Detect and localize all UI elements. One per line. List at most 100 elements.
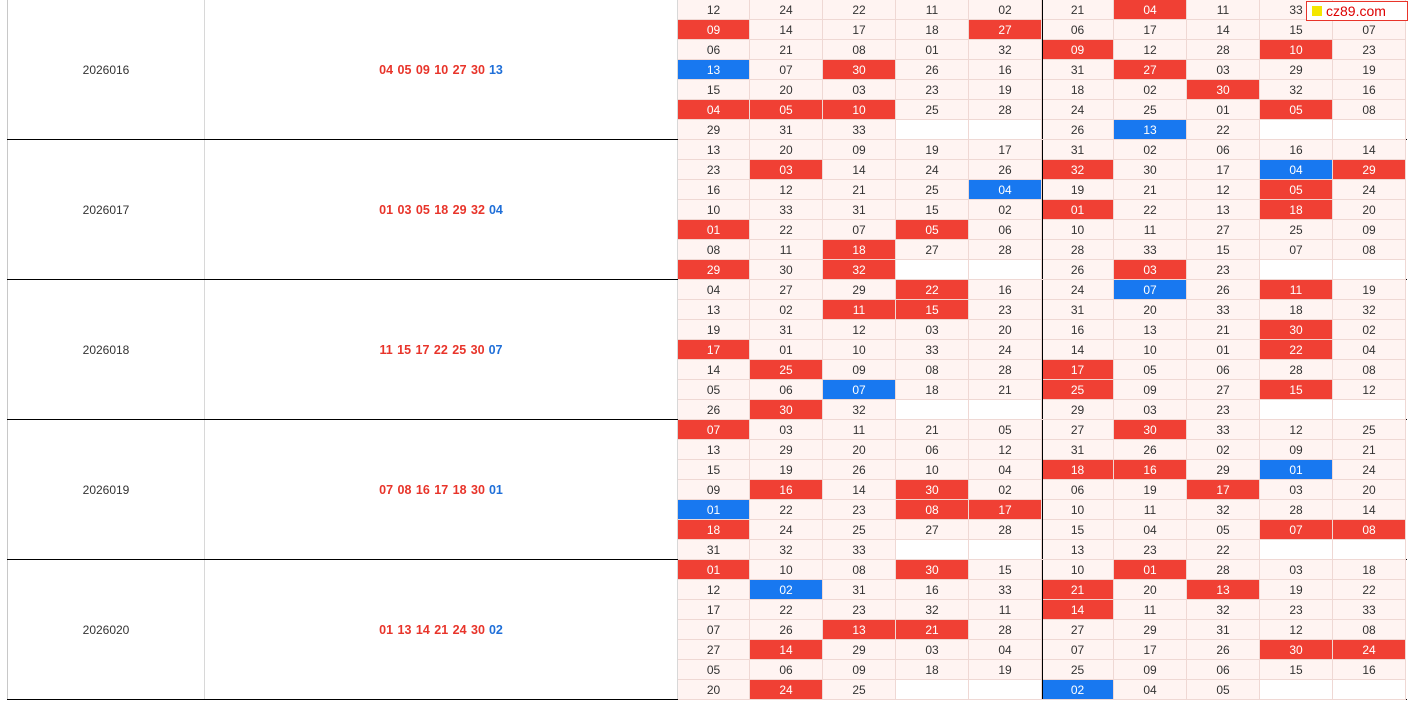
matrix-cell: 33 — [1114, 240, 1187, 260]
matrix-cell: 33 — [1187, 420, 1260, 440]
matrix-cell: 25 — [750, 360, 823, 380]
period-row: 2026018 11 15 17 22 25 30 07 04 27 29 22 16 13 02… — [7, 280, 1407, 420]
matrix-cell: 33 — [1333, 600, 1406, 620]
matrix-cell: 24 — [750, 680, 823, 700]
matrix-cell: 23 — [896, 80, 969, 100]
matrix-cell: 26 — [896, 60, 969, 80]
matrix-cell: 03 — [1260, 480, 1333, 500]
matrix-cell: 09 — [1333, 220, 1406, 240]
matrix-cell: 20 — [1333, 480, 1406, 500]
matrix-cell: 31 — [1187, 620, 1260, 640]
matrix-cell: 07 — [678, 620, 750, 640]
matrix-cell: 22 — [1187, 120, 1260, 140]
matrix-cell: 32 — [823, 400, 896, 420]
matrix-cell: 33 — [823, 120, 896, 140]
matrix-cell: 22 — [1260, 340, 1333, 360]
matrix-cell: 12 — [1187, 180, 1260, 200]
matrix-cell: 10 — [1260, 40, 1333, 60]
matrix-cell: 31 — [1042, 140, 1114, 160]
matrix-cell: 23 — [1187, 260, 1260, 280]
matrix-cell: 14 — [750, 640, 823, 660]
period-row: 2026020 01 13 14 21 24 30 02 01 10 08 30 15 12 02… — [7, 560, 1407, 700]
blue-ball: 01 — [488, 482, 503, 497]
matrix-cell: 28 — [1187, 40, 1260, 60]
matrix-cell: 29 — [678, 120, 750, 140]
matrix-cell: 22 — [823, 0, 896, 20]
matrix-cell: 10 — [823, 100, 896, 120]
matrix-cell: 23 — [1187, 400, 1260, 420]
matrix-cell: 20 — [1114, 300, 1187, 320]
matrix-cell: 04 — [969, 460, 1042, 480]
matrix-cell: 06 — [969, 220, 1042, 240]
matrix-cell: 25 — [823, 680, 896, 700]
matrix-cell: 11 — [1114, 500, 1187, 520]
draw-result: 01 03 05 18 29 32 04 — [205, 140, 678, 279]
matrix-cell: 07 — [823, 380, 896, 400]
matrix-cell: 24 — [896, 160, 969, 180]
matrix-divider — [1042, 420, 1043, 559]
matrix-cell: 32 — [750, 540, 823, 560]
matrix-cell: 33 — [823, 540, 896, 560]
matrix-cell — [1333, 680, 1406, 700]
matrix-cell: 15 — [1042, 520, 1114, 540]
matrix-cell: 09 — [1042, 40, 1114, 60]
draw-result: 01 13 14 21 24 30 02 — [205, 560, 678, 699]
matrix-cell: 27 — [969, 20, 1042, 40]
matrix-cell: 17 — [678, 340, 750, 360]
matrix-cell: 32 — [969, 40, 1042, 60]
matrix-cell: 27 — [750, 280, 823, 300]
matrix-cell: 29 — [750, 440, 823, 460]
matrix-cell: 32 — [1260, 80, 1333, 100]
matrix-cell: 21 — [1187, 320, 1260, 340]
matrix-cell: 06 — [896, 440, 969, 460]
matrix-cell: 14 — [750, 20, 823, 40]
matrix-cell: 10 — [1042, 500, 1114, 520]
matrix-cell: 28 — [969, 100, 1042, 120]
matrix-cell: 22 — [750, 220, 823, 240]
matrix-cell: 19 — [1042, 180, 1114, 200]
matrix-cell: 01 — [1260, 460, 1333, 480]
matrix-cell: 30 — [1187, 80, 1260, 100]
blue-ball: 07 — [488, 342, 503, 357]
matrix-cell: 03 — [896, 320, 969, 340]
matrix-cell: 04 — [969, 640, 1042, 660]
matrix-cell: 15 — [969, 560, 1042, 580]
matrix-cell: 27 — [1187, 380, 1260, 400]
matrix-cell: 32 — [1333, 300, 1406, 320]
matrix-cell: 11 — [823, 420, 896, 440]
matrix-cell: 21 — [896, 420, 969, 440]
matrix-cell: 29 — [1114, 620, 1187, 640]
matrix-cell: 10 — [896, 460, 969, 480]
matrix-cell: 26 — [823, 460, 896, 480]
matrix-cell: 30 — [1114, 160, 1187, 180]
matrix-cell: 19 — [678, 320, 750, 340]
matrix-cell: 01 — [678, 220, 750, 240]
matrix-cell: 32 — [896, 600, 969, 620]
matrix-cell: 15 — [678, 460, 750, 480]
matrix-cell: 31 — [1042, 60, 1114, 80]
matrix-cell: 16 — [969, 60, 1042, 80]
matrix-cell: 30 — [750, 260, 823, 280]
matrix-cell: 17 — [1114, 640, 1187, 660]
matrix-cell: 06 — [750, 660, 823, 680]
matrix-cell: 13 — [678, 140, 750, 160]
matrix-cell: 01 — [896, 40, 969, 60]
matrix-cell: 23 — [1114, 540, 1187, 560]
matrix-cell: 17 — [678, 600, 750, 620]
matrix-cell: 28 — [969, 520, 1042, 540]
matrix-cell: 25 — [1042, 380, 1114, 400]
matrix-cell: 20 — [969, 320, 1042, 340]
matrix-cell: 05 — [678, 660, 750, 680]
matrix-cell: 07 — [1114, 280, 1187, 300]
matrix-cell: 16 — [1042, 320, 1114, 340]
matrix-cell: 27 — [1187, 220, 1260, 240]
matrix-cell: 16 — [1260, 140, 1333, 160]
matrix-cell: 31 — [678, 540, 750, 560]
matrix-cell: 18 — [823, 240, 896, 260]
matrix-cell: 18 — [1333, 560, 1406, 580]
matrix-cell: 09 — [1260, 440, 1333, 460]
matrix-cell: 17 — [969, 140, 1042, 160]
matrix-cell: 25 — [1333, 420, 1406, 440]
matrix-cell: 26 — [969, 160, 1042, 180]
matrix-cell: 11 — [1187, 0, 1260, 20]
